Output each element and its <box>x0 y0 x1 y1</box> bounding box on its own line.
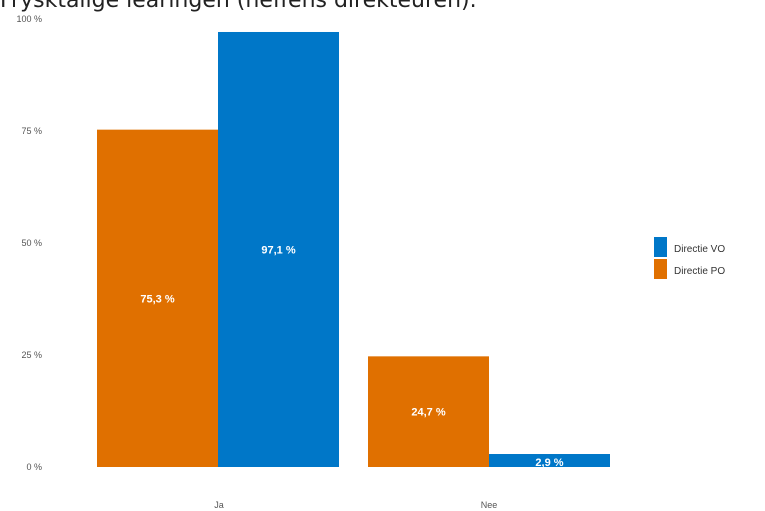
bar-directie-vo-nee <box>489 454 610 467</box>
legend-label: Directie VO <box>674 244 725 255</box>
bar-directie-vo-ja <box>218 31 339 467</box>
y-tick-label: 0 % <box>26 462 42 472</box>
y-tick-label: 75 % <box>21 126 42 136</box>
data-label: 24,7 % <box>411 407 445 419</box>
legend-swatch <box>654 259 667 279</box>
chart-title: Frysktalige learingen (neffens direkteur… <box>0 0 477 13</box>
x-tick-label: Ja <box>214 500 224 510</box>
data-label: 2,9 % <box>535 457 563 469</box>
y-tick-label: 25 % <box>21 350 42 360</box>
data-label: 97,1 % <box>261 244 295 256</box>
bar-directie-po-ja <box>97 129 218 467</box>
bar-directie-po-nee <box>368 356 489 467</box>
y-tick-label: 100 % <box>16 14 42 24</box>
legend-label: Directie PO <box>674 266 725 277</box>
x-tick-label: Nee <box>481 500 498 510</box>
y-tick-label: 50 % <box>21 238 42 248</box>
legend-swatch <box>654 237 667 257</box>
data-label: 75,3 % <box>140 293 174 305</box>
